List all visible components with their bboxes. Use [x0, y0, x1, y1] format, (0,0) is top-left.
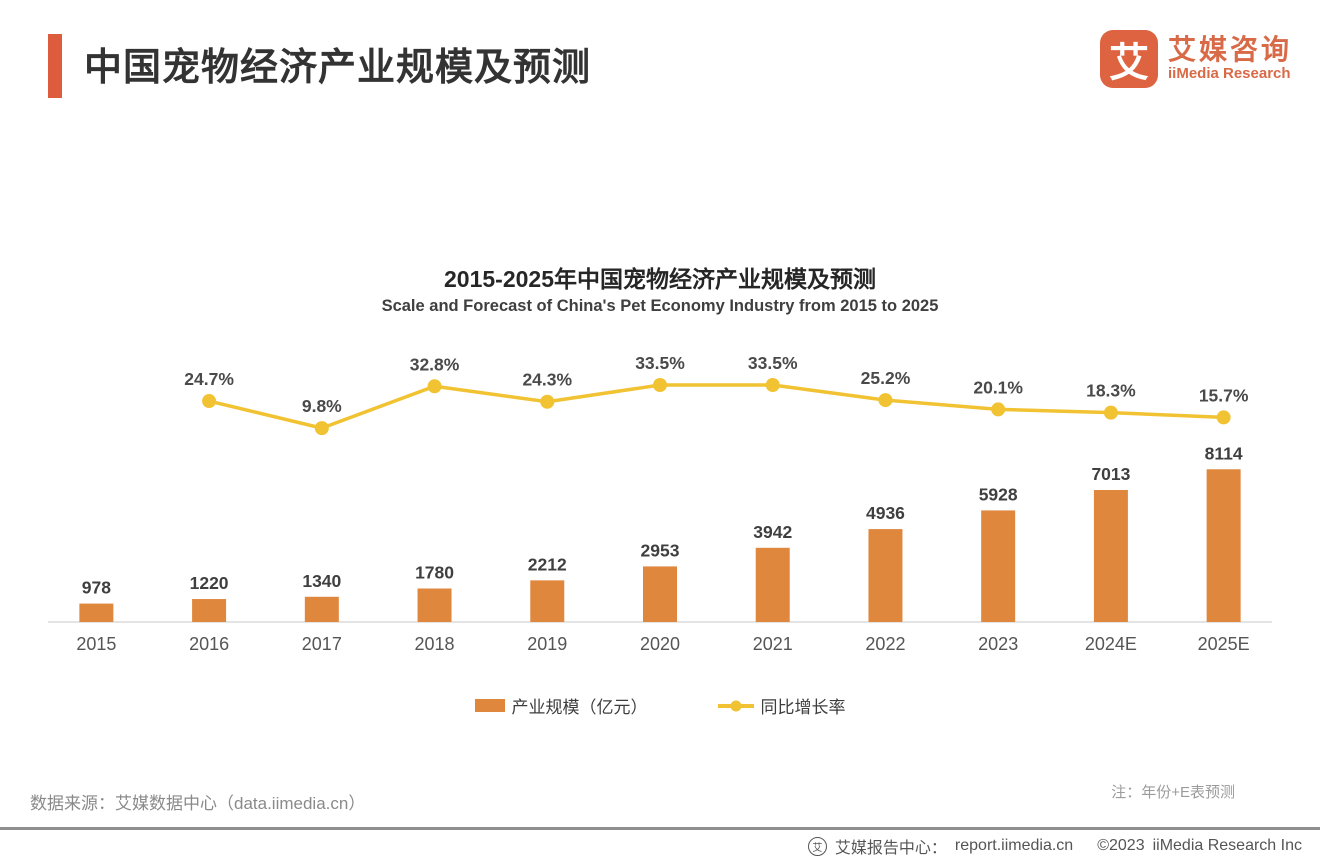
x-axis-label-2025E: 2025E: [1198, 634, 1250, 654]
bar-value-label-2025E: 8114: [1205, 443, 1243, 463]
legend-line-label: 同比增长率: [760, 698, 846, 717]
bar-value-label-2016: 1220: [190, 573, 229, 593]
bar-value-label-2018: 1780: [415, 562, 454, 582]
footnote-note: 注：年份+E表预测: [1111, 784, 1235, 801]
chart-legend: 产业规模（亿元） 同比增长率: [0, 693, 1320, 718]
x-axis-label-2019: 2019: [527, 634, 567, 654]
growth-label-2016: 24.7%: [184, 369, 234, 389]
footer-bar: 艾 艾媒报告中心： report.iimedia.cn ©2023 iiMedi…: [807, 834, 1302, 858]
bar-value-label-2024E: 7013: [1091, 464, 1130, 484]
growth-label-2022: 25.2%: [861, 368, 911, 388]
growth-label-2021: 33.5%: [748, 353, 798, 373]
growth-point-2023: [991, 402, 1006, 417]
bar-2017: [304, 596, 339, 622]
bar-2025E: [1206, 469, 1241, 622]
footer-divider: [0, 827, 1320, 830]
growth-point-2020: [653, 378, 667, 392]
logo-name-cn: 艾媒咨询: [1167, 34, 1292, 66]
x-axis-label-2016: 2016: [189, 634, 229, 654]
x-axis-label-2017: 2017: [302, 634, 342, 654]
bar-2021: [755, 547, 790, 622]
x-axis-label-2018: 2018: [415, 634, 455, 654]
growth-point-2016: [202, 394, 217, 409]
logo-name-en: iiMedia Research: [1167, 65, 1291, 83]
bar-2015: [79, 603, 114, 622]
bar-2018: [417, 588, 452, 622]
legend-item-line: 同比增长率: [717, 693, 846, 718]
title-accent-bar: [48, 34, 62, 98]
iimedia-logo-icon: 艾: [1099, 30, 1158, 88]
legend-item-bars: 产业规模（亿元）: [474, 693, 648, 718]
growth-label-2024E: 18.3%: [1086, 381, 1136, 401]
legend-bar-label: 产业规模（亿元）: [511, 698, 648, 717]
combo-chart: 978 2015 1220 2016 1340 2017 1780 2018 2212 2019 2…: [40, 330, 1280, 685]
bar-value-label-2022: 4936: [866, 503, 905, 523]
growth-label-2020: 33.5%: [635, 353, 685, 373]
bar-2016: [192, 599, 227, 622]
chart-title: 2015-2025年中国宠物经济产业规模及预测: [444, 266, 876, 292]
growth-point-2017: [314, 421, 329, 436]
bar-2019: [530, 580, 565, 622]
bar-value-label-2020: 2953: [641, 540, 680, 560]
footer-label: 艾媒报告中心：: [834, 840, 947, 857]
bar-value-label-2021: 3942: [753, 522, 792, 542]
page-title: 中国宠物经济产业规模及预测: [84, 47, 592, 89]
line-swatch-icon: [717, 700, 754, 711]
bar-value-label-2017: 1340: [302, 571, 341, 591]
iimedia-report-icon: 艾: [807, 836, 827, 856]
chart-canvas: 978 2015 1220 2016 1340 2017 1780 2018 2212 2019 2…: [48, 353, 1272, 654]
footer-company: iiMedia Research Inc: [1152, 837, 1302, 854]
bar-2024E: [1093, 489, 1128, 622]
logo-text: 艾媒咨询 iiMedia Research: [1168, 35, 1292, 82]
chart-subtitle: Scale and Forecast of China's Pet Econom…: [381, 297, 939, 315]
iimedia-logo: 艾 艾媒咨询 iiMedia Research: [1099, 30, 1292, 88]
growth-point-2018: [427, 379, 442, 394]
x-axis-label-2024E: 2024E: [1085, 634, 1137, 654]
x-axis-label-2021: 2021: [753, 634, 793, 654]
growth-label-2019: 24.3%: [522, 370, 572, 390]
bar-2020: [643, 566, 677, 622]
x-axis-label-2022: 2022: [865, 634, 905, 654]
growth-rate-line: [208, 383, 1224, 430]
footer-url: report.iimedia.cn: [954, 837, 1074, 854]
growth-label-2017: 9.8%: [302, 396, 342, 416]
x-axis-label-2015: 2015: [76, 634, 116, 654]
growth-point-2019: [540, 394, 555, 409]
footer-copyright: ©2023: [1097, 837, 1145, 854]
growth-point-2025E: [1216, 410, 1231, 425]
bar-value-label-2023: 5928: [979, 484, 1018, 504]
growth-point-2022: [878, 393, 893, 408]
bar-value-label-2019: 2212: [528, 554, 567, 574]
bar-2023: [981, 510, 1016, 622]
bar-swatch-icon: [474, 699, 505, 712]
data-source: 数据来源：艾媒数据中心（data.iimedia.cn）: [30, 794, 366, 813]
x-axis-label-2023: 2023: [978, 634, 1018, 654]
growth-label-2023: 20.1%: [973, 377, 1023, 397]
growth-point-2021: [765, 378, 780, 392]
growth-label-2025E: 15.7%: [1199, 385, 1249, 405]
growth-label-2018: 32.8%: [410, 354, 460, 374]
x-axis-label-2020: 2020: [640, 634, 680, 654]
bar-2022: [868, 529, 903, 622]
growth-point-2024E: [1103, 405, 1118, 420]
bar-value-label-2015: 978: [82, 578, 111, 598]
